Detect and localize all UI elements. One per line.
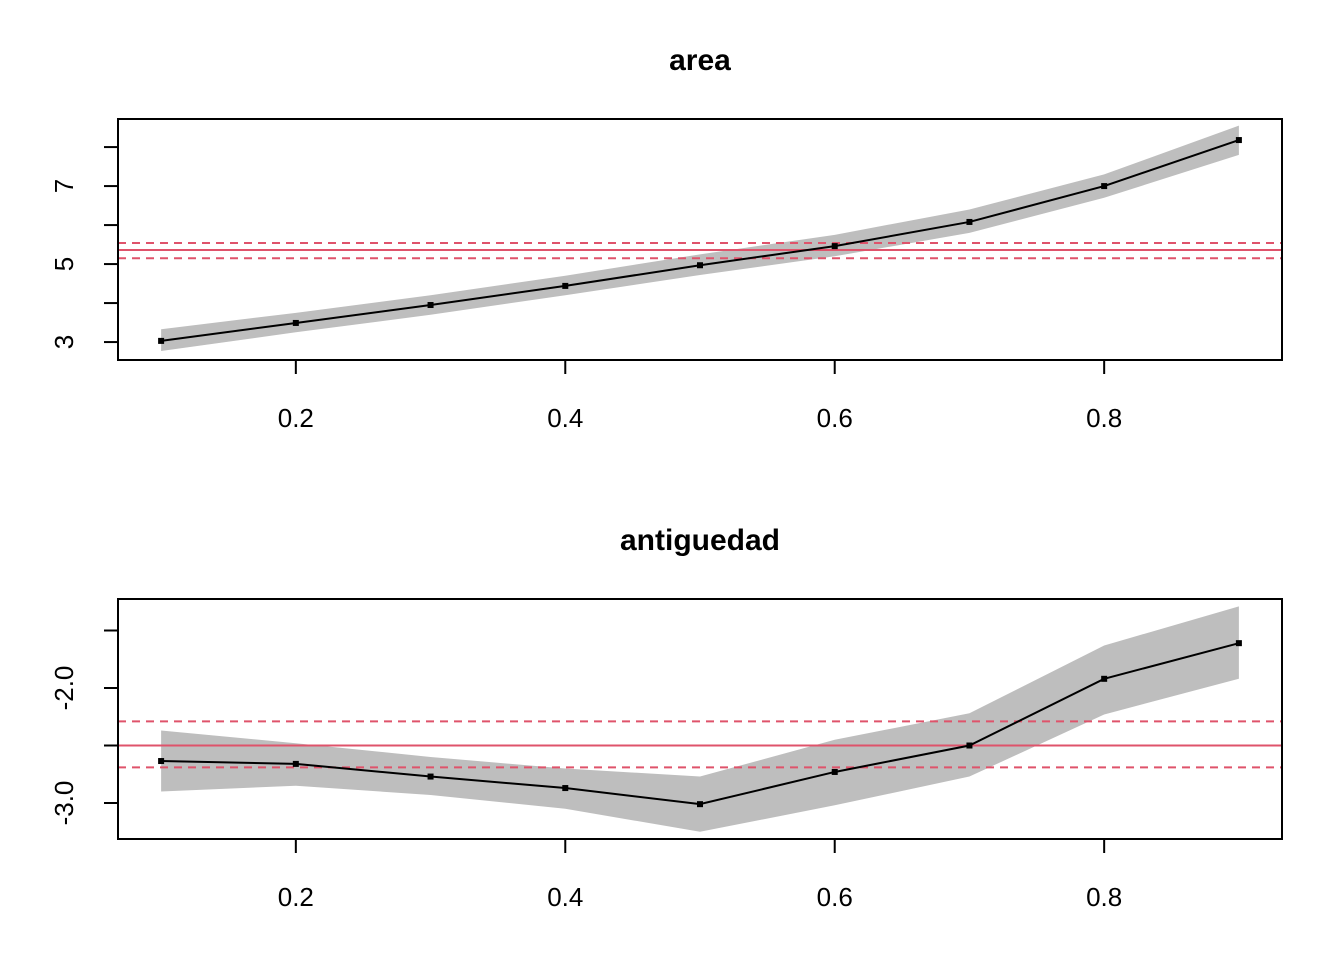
point [1235, 640, 1242, 647]
point [562, 785, 569, 792]
point [1101, 183, 1108, 190]
point [1101, 675, 1108, 682]
point [697, 801, 703, 808]
point [292, 760, 299, 767]
point [158, 337, 165, 344]
chart-title: area [669, 44, 731, 77]
x-tick-label: 0.6 [817, 882, 853, 912]
x-tick-label: 0.8 [1086, 403, 1122, 433]
point [427, 302, 434, 309]
x-tick-label: 0.2 [278, 882, 314, 912]
point [831, 768, 838, 775]
point [158, 758, 165, 765]
confidence-band [161, 606, 1239, 832]
plot-frame [117, 118, 1283, 361]
y-tick-label: 7 [49, 179, 79, 193]
point [1235, 137, 1242, 144]
point [697, 262, 703, 269]
y-tick-label: -2.0 [49, 666, 79, 711]
x-tick-label: 0.2 [278, 403, 314, 433]
y-tick-label: 3 [49, 335, 79, 349]
point [966, 742, 973, 749]
x-tick-label: 0.6 [817, 403, 853, 433]
x-tick-label: 0.8 [1086, 882, 1122, 912]
point [562, 282, 569, 289]
plot-frame [117, 598, 1283, 840]
point [427, 773, 434, 780]
point [292, 319, 299, 326]
x-tick-label: 0.4 [547, 882, 583, 912]
chart-title: antiguedad [620, 524, 780, 557]
y-tick-label: -3.0 [49, 781, 79, 826]
point [966, 218, 973, 225]
point [831, 243, 838, 250]
confidence-band [161, 125, 1239, 352]
y-tick-label: 5 [49, 257, 79, 271]
x-tick-label: 0.4 [547, 403, 583, 433]
